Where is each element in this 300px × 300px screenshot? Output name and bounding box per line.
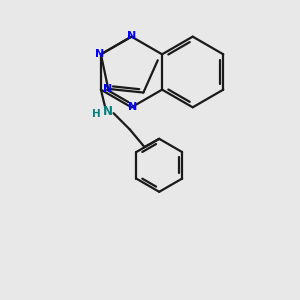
Text: N: N xyxy=(103,105,113,118)
Text: N: N xyxy=(95,49,104,59)
Text: N: N xyxy=(127,31,136,41)
Text: N: N xyxy=(128,102,137,112)
Text: N: N xyxy=(103,84,112,94)
Text: H: H xyxy=(92,109,101,119)
